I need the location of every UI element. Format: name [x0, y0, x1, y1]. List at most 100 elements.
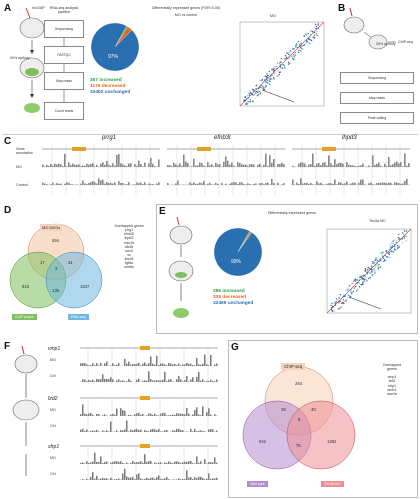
scatter-point	[331, 302, 333, 305]
coverage-bar	[176, 461, 178, 464]
coverage-bar	[136, 428, 138, 432]
coverage-bar	[298, 183, 300, 185]
scatter-point	[299, 47, 302, 49]
coverage-bar	[86, 364, 88, 366]
scatter-point	[264, 81, 266, 83]
coverage-bar	[227, 160, 229, 167]
scatter-point	[371, 272, 373, 274]
scatter-point	[372, 262, 374, 265]
coverage-bar	[114, 479, 116, 480]
coverage-bar	[108, 183, 110, 185]
coverage-bar	[180, 379, 182, 382]
coverage-bar	[88, 462, 90, 464]
coverage-bar	[396, 161, 398, 167]
scatter-point	[379, 266, 382, 268]
coverage-bar	[142, 479, 144, 480]
pie-slice-unchanged	[90, 22, 140, 72]
coverage-bar	[102, 430, 104, 432]
scatter-point	[363, 269, 366, 272]
coverage-bar	[316, 181, 318, 185]
b-side-2: ChIP-seq	[398, 40, 413, 44]
scatter-point	[385, 249, 388, 252]
coverage-bar	[372, 155, 374, 167]
f-track-label: Ctrl	[50, 424, 56, 428]
scatter-point	[374, 264, 377, 267]
scatter-point	[397, 233, 400, 236]
coverage-bar	[70, 164, 72, 167]
scatter-point	[315, 27, 317, 30]
coverage-bar	[182, 381, 184, 382]
coverage-bar	[408, 163, 410, 167]
scatter-point	[287, 63, 290, 65]
scatter-point	[340, 306, 342, 308]
coverage-bar	[148, 163, 150, 167]
coverage-bar	[120, 461, 122, 464]
coverage-bar	[106, 378, 108, 382]
coverage-bar	[88, 365, 90, 366]
coverage-bar	[116, 364, 118, 366]
scatter-point	[280, 67, 282, 69]
coverage-bar	[300, 162, 302, 167]
coverage-bar	[132, 364, 134, 366]
scatter-point	[392, 243, 395, 245]
scatter-point	[369, 267, 371, 270]
coverage-bar	[306, 166, 308, 167]
coverage-bar	[138, 429, 140, 432]
scatter-point	[281, 67, 284, 69]
coverage-bar	[199, 182, 201, 185]
scatter-point	[312, 36, 314, 39]
coverage-bar	[152, 414, 154, 416]
scatter-point	[311, 30, 314, 33]
coverage-bar	[173, 162, 175, 167]
coverage-bar	[170, 379, 172, 382]
scatter-point	[252, 89, 254, 91]
scatter-point	[262, 85, 264, 87]
coverage-bar	[84, 183, 86, 185]
d-top-set: MO DEGs	[40, 224, 63, 231]
scatter-point	[383, 260, 385, 263]
venn-g	[242, 366, 356, 470]
coverage-bar	[54, 163, 56, 167]
coverage-bar	[92, 163, 94, 167]
coverage-bar	[144, 182, 146, 185]
scatter-point	[382, 257, 385, 259]
coverage-bar	[80, 183, 82, 185]
coverage-bar	[259, 163, 261, 167]
g-right-set: Tbx3a MO	[321, 481, 344, 488]
coverage-bar	[158, 429, 160, 432]
coverage-bar	[158, 365, 160, 366]
scatter-point	[376, 264, 379, 267]
scatter-point	[356, 279, 358, 281]
coverage-bar	[56, 183, 58, 185]
coverage-bar	[184, 478, 186, 480]
coverage-bar	[156, 355, 158, 366]
scatter-point	[313, 37, 316, 39]
scatter-point	[405, 230, 408, 232]
coverage-bar	[166, 365, 168, 366]
scatter-diagonal	[326, 228, 412, 314]
coverage-bar	[90, 182, 92, 185]
coverage-bar	[196, 376, 198, 382]
scatter-point	[368, 277, 370, 280]
coverage-bar	[210, 429, 212, 432]
pipeline-arrows	[63, 38, 65, 102]
coverage-bar	[318, 183, 320, 185]
coverage-bar	[182, 364, 184, 366]
scatter-point	[346, 289, 349, 291]
coverage-bar	[390, 182, 392, 185]
scatter-point	[386, 259, 388, 262]
scatter-point	[384, 254, 386, 257]
coverage-bar	[142, 166, 144, 167]
coverage-bar	[239, 162, 241, 167]
coverage-bar	[136, 182, 138, 185]
scatter-point	[377, 266, 380, 269]
coverage-bar	[310, 182, 312, 185]
scatter-point	[317, 23, 319, 25]
coverage-bar	[212, 478, 214, 480]
coverage-bar	[194, 410, 196, 416]
coverage-bar	[46, 164, 48, 167]
coverage-bar	[136, 379, 138, 382]
gene-exon	[322, 147, 336, 151]
coverage-bar	[98, 431, 100, 432]
flow-text-2: 30% epiboly	[10, 56, 30, 60]
